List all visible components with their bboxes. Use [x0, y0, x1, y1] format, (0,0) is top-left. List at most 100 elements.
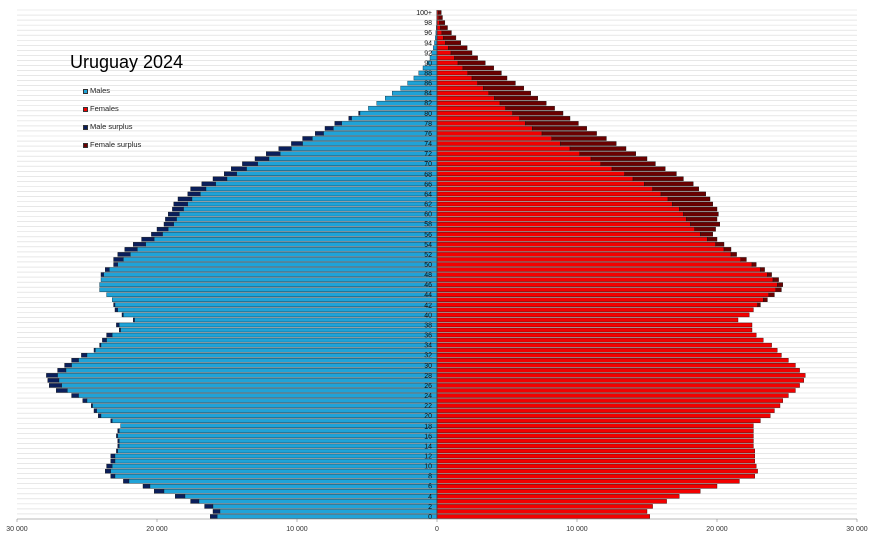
female-surplus-bar: [652, 186, 699, 192]
female-bar: [436, 494, 680, 499]
female-surplus-bar: [660, 191, 706, 197]
male-surplus-bar: [315, 131, 324, 136]
female-surplus-bar: [757, 302, 761, 308]
female-bar: [436, 347, 778, 353]
age-tick-label: 14: [424, 443, 432, 450]
female-surplus-bar: [772, 277, 779, 282]
female-bar: [436, 237, 708, 242]
male-bar: [431, 50, 438, 56]
male-surplus-bar: [118, 327, 121, 333]
male-bar: [100, 342, 438, 348]
male-bar: [200, 191, 438, 197]
male-bar: [341, 121, 438, 126]
male-bar: [106, 292, 438, 297]
female-bar: [436, 206, 680, 212]
female-bar: [436, 141, 561, 146]
female-bar: [436, 136, 553, 141]
age-tick-label: 34: [424, 343, 432, 350]
male-bar: [111, 297, 438, 302]
age-tick-label: 6: [428, 484, 432, 491]
legend-label-male-surplus: Male surplus: [90, 122, 133, 131]
male-bar: [312, 136, 438, 141]
female-bar: [436, 146, 571, 151]
age-tick-label: 66: [424, 181, 432, 188]
legend-label-males: Males: [90, 86, 111, 95]
male-surplus-bar: [113, 262, 118, 267]
male-bar: [333, 126, 438, 131]
female-bar: [436, 413, 771, 418]
female-bar: [436, 95, 495, 101]
female-bar: [436, 473, 755, 479]
female-bar: [436, 45, 449, 51]
male-bar: [96, 408, 438, 413]
age-tick-label: 70: [424, 161, 432, 168]
male-bar: [78, 393, 438, 398]
male-surplus-bar: [49, 383, 63, 388]
female-surplus-bar: [730, 252, 737, 257]
female-bar: [436, 90, 489, 96]
female-bar: [436, 211, 684, 217]
male-bar: [110, 468, 438, 474]
female-surplus-bar: [532, 126, 588, 131]
male-surplus-bar: [254, 156, 270, 161]
male-surplus-bar: [167, 211, 180, 217]
female-bar: [436, 332, 757, 338]
male-bar: [120, 327, 438, 333]
legend-label-female-surplus: Female surplus: [90, 140, 142, 149]
female-bar: [436, 514, 651, 519]
female-surplus-bar: [551, 136, 607, 141]
female-bar: [436, 378, 804, 383]
female-surplus-bar: [600, 161, 656, 166]
age-tick-label: 76: [424, 131, 432, 138]
legend: Males Females Male surplus Female surplu…: [80, 84, 160, 156]
male-surplus-bar: [81, 352, 88, 358]
female-bar: [436, 40, 446, 45]
age-tick-label: 92: [424, 50, 432, 57]
female-surplus-bar: [679, 206, 718, 212]
male-surplus-bar: [104, 267, 110, 272]
age-tick-label: 26: [424, 383, 432, 390]
male-surplus-bar: [93, 347, 96, 353]
female-bar: [436, 297, 764, 302]
female-surplus-bar: [683, 211, 719, 217]
age-tick-label: 68: [424, 171, 432, 178]
age-tick-label: 84: [424, 91, 432, 98]
age-tick-label: 62: [424, 202, 432, 209]
age-tick-label: 86: [424, 81, 432, 88]
male-bar: [187, 201, 438, 207]
age-tick-label: 74: [424, 141, 432, 148]
female-bar: [436, 166, 613, 171]
male-bar: [433, 45, 438, 51]
age-tick-label: 94: [424, 40, 432, 47]
male-surplus-bar: [110, 473, 116, 479]
female-bar: [436, 252, 732, 257]
male-surplus-bar: [204, 504, 214, 509]
female-bar: [436, 191, 662, 197]
male-surplus-bar: [201, 181, 217, 187]
female-surplus-bar: [438, 10, 442, 15]
female-surplus-bar: [477, 80, 516, 86]
female-bar: [436, 287, 776, 292]
female-surplus-bar: [483, 85, 525, 91]
age-tick-label: 56: [424, 232, 432, 239]
male-bar: [92, 403, 438, 408]
male-bar: [212, 504, 438, 509]
female-bar: [436, 388, 796, 393]
male-surplus-bar: [212, 176, 228, 182]
female-surplus-bar: [740, 257, 747, 262]
male-bar: [99, 287, 438, 292]
male-bar: [323, 131, 438, 136]
female-bar: [436, 317, 739, 323]
female-bar: [436, 463, 757, 469]
male-bar: [268, 156, 438, 161]
x-tick-label: 10 000: [286, 526, 308, 533]
female-surplus-bar: [445, 40, 461, 45]
male-bar: [118, 443, 438, 449]
female-bar: [436, 80, 478, 86]
female-bar: [436, 272, 768, 277]
female-bar: [436, 282, 778, 287]
male-bar: [103, 272, 438, 277]
male-surplus-bar: [110, 453, 116, 459]
female-bar: [436, 232, 701, 237]
male-bar: [205, 186, 438, 192]
